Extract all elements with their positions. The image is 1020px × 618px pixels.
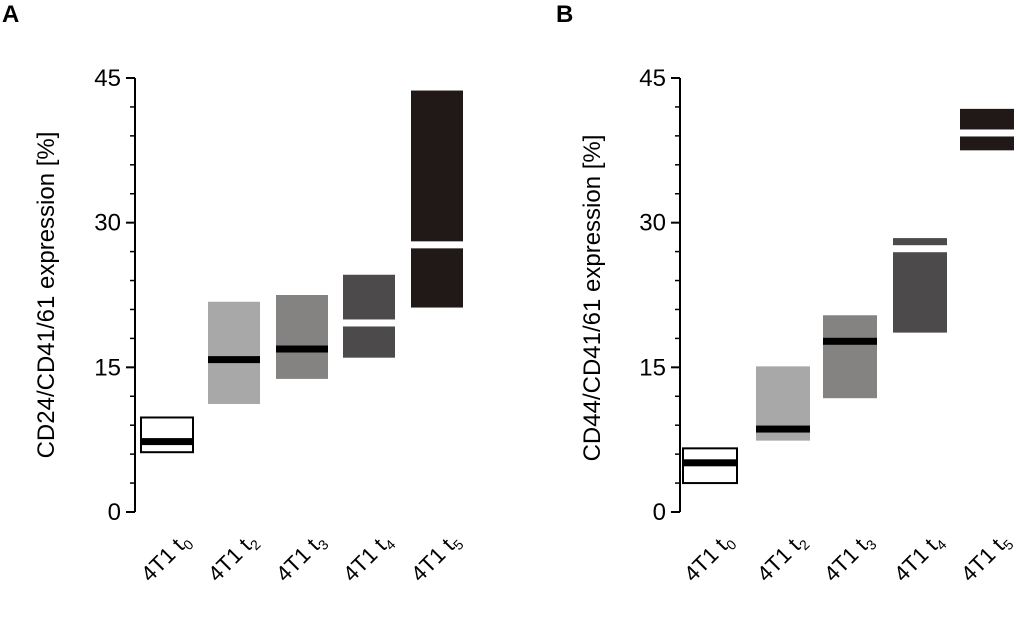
y-tick-label: 0: [108, 499, 121, 526]
median-line-5: [411, 241, 463, 249]
panel-letter-a: A: [2, 1, 19, 28]
x-tick-label: 4T1 t3: [271, 528, 332, 589]
range-box-5: [411, 90, 463, 308]
y-tick-label: 0: [653, 499, 666, 526]
range-box-4: [343, 274, 395, 358]
x-tick-label: 4T1 t0: [136, 528, 197, 589]
x-tick-label: 4T1 t0: [679, 528, 740, 589]
panel-b: B CD44/CD41/61 expression [%] 0 15 30 45 4T1…: [556, 1, 1017, 589]
range-box-3: [276, 295, 328, 379]
range-box-3: [823, 315, 877, 399]
median-line-0: [684, 459, 736, 467]
median-line-2: [756, 425, 810, 433]
x-tick-label: 4T1 t5: [406, 528, 467, 589]
median-line-0: [142, 438, 192, 446]
y-tick-label: 30: [639, 210, 666, 237]
plot-area: 0 15 30 45 4T1 t0 4T1 t2 4T1 t3 4T1 t4 4T1 t5: [639, 65, 1017, 589]
x-tick-label: 4T1 t2: [203, 528, 264, 589]
x-tick-label: 4T1 t4: [889, 528, 950, 589]
y-tick-label: 45: [94, 65, 121, 92]
y-tick-label: 15: [94, 354, 121, 381]
median-line-4: [343, 319, 395, 327]
x-tick-label: 4T1 t4: [338, 528, 399, 589]
range-box-2: [208, 301, 260, 404]
y-axis-label: CD44/CD41/61 expression [%]: [579, 135, 606, 462]
range-box-0: [140, 416, 194, 454]
x-tick-label: 4T1 t3: [819, 528, 880, 589]
y-axis-label: CD24/CD41/61 expression [%]: [33, 132, 60, 459]
plot-area: 0 15 30 45 4T1 t0 4T1 t2 4T1 t3 4T1 t4 4T1 t5: [94, 65, 467, 589]
range-box-4: [893, 238, 947, 333]
median-line-5: [960, 129, 1014, 137]
y-tick-label: 30: [94, 210, 121, 237]
median-line-4: [893, 245, 947, 253]
panel-a: A CD24/CD41/61 expression [%] 0 15 30 45 4T1…: [2, 1, 467, 589]
panel-letter-b: B: [556, 1, 573, 28]
y-tick-label: 45: [639, 65, 666, 92]
median-line-3: [276, 345, 328, 353]
x-tick-label: 4T1 t2: [752, 528, 813, 589]
median-line-2: [208, 356, 260, 364]
x-tick-label: 4T1 t5: [956, 528, 1017, 589]
y-tick-label: 15: [639, 354, 666, 381]
median-line-3: [823, 337, 877, 345]
